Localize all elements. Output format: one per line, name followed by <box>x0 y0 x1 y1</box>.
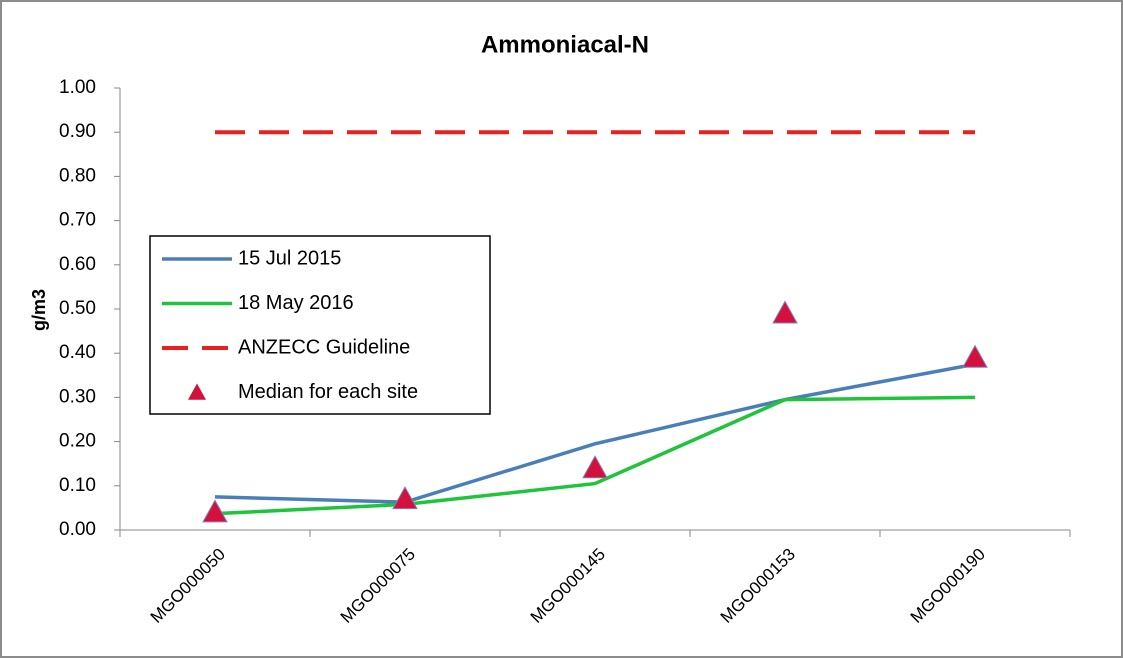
legend-swatch <box>188 383 206 400</box>
legend-label: 15 Jul 2015 <box>238 247 341 269</box>
median-marker <box>582 455 608 479</box>
y-tick-label: 0.90 <box>59 121 96 142</box>
y-tick-label: 0.60 <box>59 254 96 275</box>
legend-label: Median for each site <box>238 381 418 403</box>
legend-box <box>149 235 491 415</box>
series-line <box>214 362 976 504</box>
median-marker <box>392 486 418 510</box>
y-tick-label: 0.20 <box>59 431 96 452</box>
y-tick-label: 0.50 <box>59 298 96 319</box>
y-tick-label: 0.30 <box>59 386 96 407</box>
y-tick-label: 0.00 <box>59 519 96 540</box>
median-marker <box>772 300 798 324</box>
y-tick-label: 0.10 <box>59 475 96 496</box>
legend-label: 18 May 2016 <box>238 292 354 314</box>
median-marker <box>202 499 228 523</box>
legend-label: ANZECC Guideline <box>238 336 410 358</box>
y-tick-label: 0.40 <box>59 342 96 363</box>
y-tick-label: 0.70 <box>59 210 96 231</box>
median-marker <box>962 344 988 368</box>
chart-title: Ammoniacal-N <box>481 31 649 58</box>
y-tick-label: 0.80 <box>59 165 96 186</box>
series-line <box>214 395 976 516</box>
y-tick-label: 1.00 <box>59 77 96 98</box>
y-axis-label: g/m3 <box>29 289 49 331</box>
